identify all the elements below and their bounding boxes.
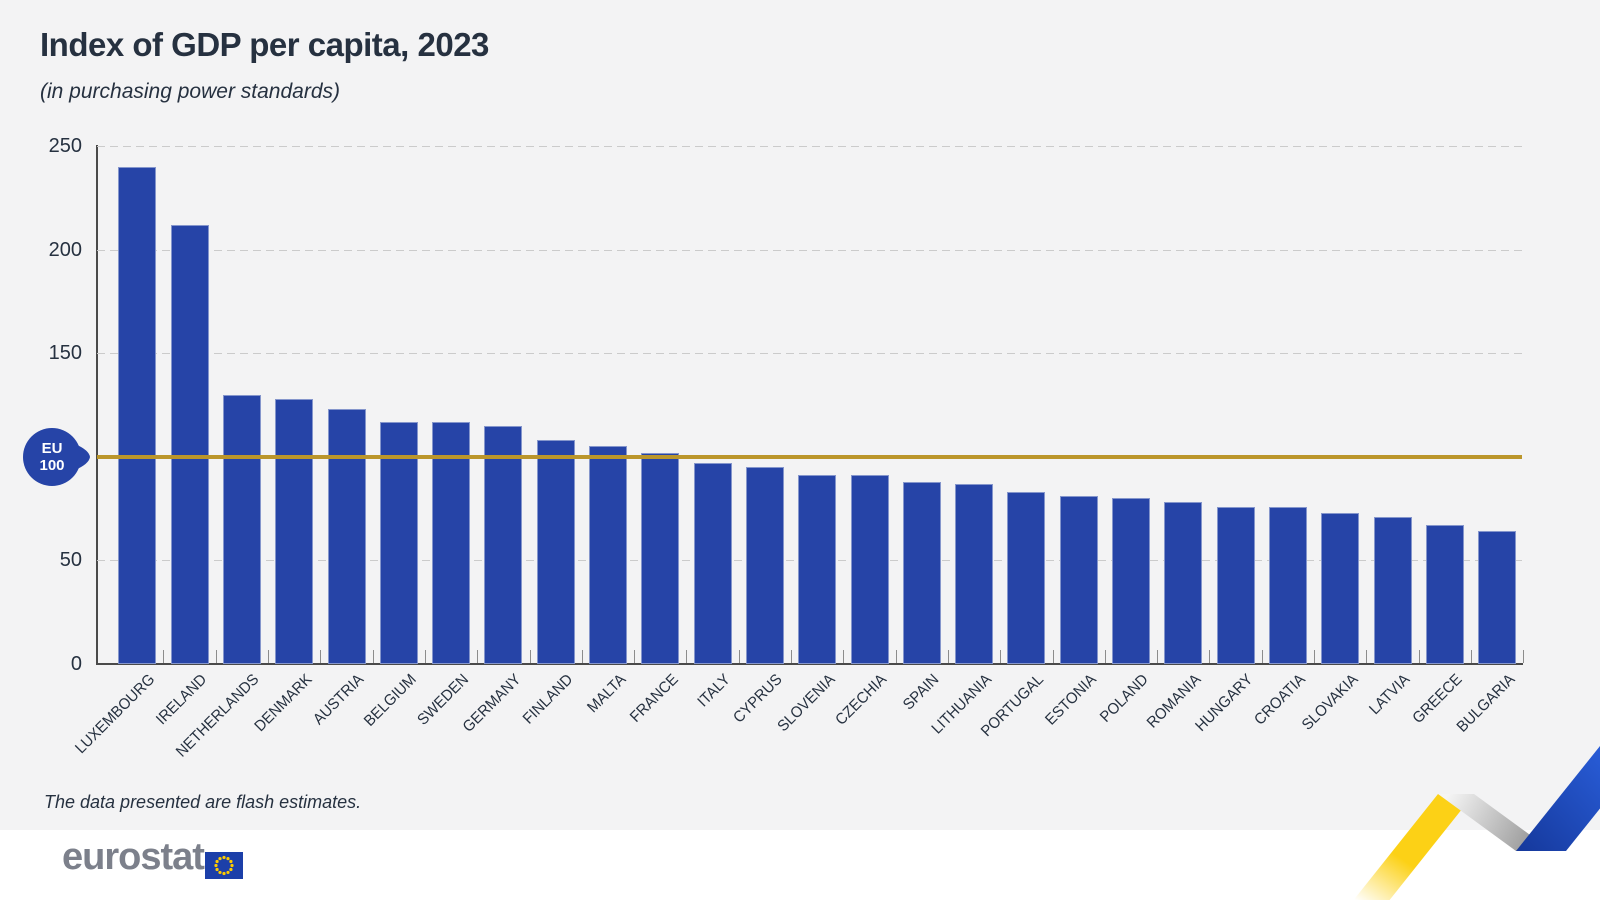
x-axis-tick <box>1261 650 1263 663</box>
y-axis-tick-label: 0 <box>70 653 82 675</box>
x-axis-tick <box>1418 650 1420 663</box>
x-axis-tick <box>634 650 636 663</box>
x-axis-tick <box>215 650 217 663</box>
x-axis-tick <box>1000 650 1002 663</box>
gridline <box>97 353 1522 355</box>
x-axis-tick <box>791 650 793 663</box>
eurostat-logo-text: eurostat <box>62 836 205 878</box>
bar <box>955 483 994 664</box>
x-axis-tick <box>581 650 583 663</box>
x-axis-tick <box>843 650 845 663</box>
y-axis-line <box>96 145 98 664</box>
page-title: Index of GDP per capita, 2023 <box>40 26 489 63</box>
eu-flag-icon <box>205 852 243 879</box>
bar <box>1268 506 1307 664</box>
bar <box>589 446 627 664</box>
flag-star <box>226 856 230 861</box>
bar <box>1216 506 1255 664</box>
x-axis-line <box>96 663 1523 665</box>
eu-100-badge: EU 100 <box>23 428 90 486</box>
badge-label-line1: EU <box>42 440 63 457</box>
x-axis-tick <box>1470 650 1472 663</box>
flag-star <box>218 856 222 861</box>
flag-star <box>226 870 230 875</box>
flag-star <box>215 867 219 872</box>
bar <box>850 475 889 664</box>
flag-star <box>215 859 219 864</box>
gridline <box>97 146 1522 147</box>
gridline <box>97 249 1522 251</box>
bar <box>902 481 941 664</box>
x-axis-tick <box>372 650 374 663</box>
bar <box>327 409 366 664</box>
flag-star <box>218 870 222 875</box>
bar <box>1425 525 1464 664</box>
x-axis-tick <box>268 650 270 663</box>
chart-background <box>0 0 1600 830</box>
y-axis-tick-label: 200 <box>48 238 82 261</box>
bar <box>1164 502 1203 664</box>
badge-label-line2: 100 <box>39 457 64 474</box>
bar <box>118 166 157 664</box>
bar <box>798 475 837 664</box>
footnote: The data presented are flash estimates. <box>44 792 362 812</box>
flag-star <box>229 859 233 864</box>
bar <box>745 467 784 664</box>
x-axis-tick <box>320 650 322 663</box>
x-axis-tick <box>1314 650 1316 663</box>
x-axis-tick <box>1209 650 1211 663</box>
flag-star <box>214 863 218 868</box>
bar <box>1112 498 1150 664</box>
bar <box>379 421 418 664</box>
x-axis-tick <box>1052 650 1054 663</box>
eu-average-reference-line <box>97 455 1522 459</box>
x-axis-tick <box>738 650 740 663</box>
y-axis-tick-label: 250 <box>48 135 82 157</box>
x-axis-tick <box>1523 650 1525 663</box>
flag-star <box>229 867 233 872</box>
page-subtitle: (in purchasing power standards) <box>40 80 340 103</box>
flag-star <box>222 855 226 860</box>
y-axis-tick-label: 50 <box>59 549 82 572</box>
bar <box>222 394 261 664</box>
bar <box>1321 512 1360 664</box>
bar <box>484 425 523 664</box>
x-axis-tick <box>529 650 531 663</box>
bar <box>275 398 314 664</box>
x-axis-tick <box>895 650 897 663</box>
x-axis-tick <box>686 650 688 663</box>
bar <box>1478 531 1517 664</box>
bar <box>1373 516 1412 664</box>
badge-circle <box>23 428 81 486</box>
x-axis-tick <box>424 650 426 663</box>
x-axis-tick <box>477 650 479 663</box>
bar <box>170 224 209 664</box>
x-axis-tick <box>163 650 165 663</box>
x-axis-tick <box>1104 650 1106 663</box>
x-axis-tick <box>1157 650 1159 663</box>
bar <box>641 452 680 664</box>
x-axis-tick <box>947 650 949 663</box>
bar <box>693 463 732 664</box>
y-axis-tick-label: 150 <box>48 342 82 365</box>
bar <box>1007 492 1046 664</box>
flag-star <box>230 863 234 868</box>
bar <box>432 421 471 664</box>
x-axis-tick <box>1366 650 1368 663</box>
bar <box>536 440 575 664</box>
footer-strip <box>0 830 1600 900</box>
bar <box>1059 496 1098 664</box>
flag-star <box>222 871 226 876</box>
